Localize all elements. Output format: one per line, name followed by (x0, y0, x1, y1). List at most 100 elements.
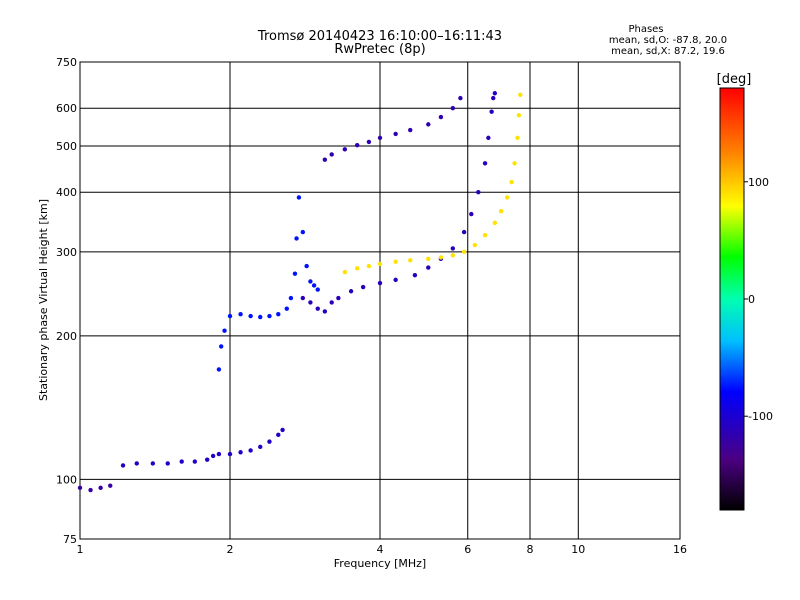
data-point (492, 91, 498, 96)
data-point (498, 208, 504, 214)
data-point (393, 277, 398, 283)
data-point (412, 272, 418, 278)
data-point (336, 295, 341, 301)
data-point (486, 135, 491, 141)
data-point (248, 448, 253, 453)
data-point (482, 233, 488, 238)
data-point (308, 300, 313, 305)
data-point (342, 147, 348, 152)
data-point (393, 259, 398, 264)
data-point (329, 300, 334, 305)
data-point (438, 114, 444, 120)
x-tick-label: 1 (77, 543, 84, 556)
data-point (476, 190, 481, 195)
data-point (192, 459, 198, 464)
data-point (296, 195, 302, 200)
data-point (426, 122, 431, 127)
data-point (515, 135, 520, 141)
data-points (77, 91, 523, 493)
phases-header: Phases (628, 24, 663, 35)
y-tick-label: 200 (56, 330, 77, 343)
data-point (489, 109, 494, 114)
x-tick-label: 8 (527, 543, 534, 556)
data-point (134, 461, 139, 466)
data-point (354, 266, 360, 271)
x-tick-label: 10 (571, 543, 585, 556)
y-tick-label: 600 (56, 102, 77, 115)
data-point (311, 283, 317, 288)
data-point (450, 246, 456, 251)
data-point (238, 311, 243, 317)
data-point (492, 220, 498, 226)
data-point (472, 242, 478, 248)
colorbar-tick-label: 100 (748, 176, 769, 189)
data-point (248, 313, 253, 319)
data-point (288, 295, 294, 301)
data-point (450, 106, 456, 111)
data-point (329, 152, 334, 157)
data-point (426, 256, 431, 262)
colorbar-tick-label: 0 (748, 293, 755, 306)
data-point (322, 157, 328, 162)
data-point (204, 457, 210, 462)
y-tick-label: 400 (56, 186, 77, 199)
data-point (377, 135, 383, 141)
colorbar-tick-label: -100 (748, 410, 773, 423)
data-point (461, 229, 467, 235)
data-point (461, 249, 467, 255)
data-point (267, 313, 272, 319)
data-point (322, 309, 328, 314)
data-point (150, 461, 156, 466)
data-point (108, 483, 113, 488)
data-point (294, 236, 299, 241)
x-tick-label: 2 (227, 543, 234, 556)
data-point (227, 451, 233, 457)
chart-subtitle: RwPretec (8p) (334, 42, 425, 57)
data-point (258, 444, 263, 450)
data-point (292, 271, 298, 276)
colorbar (719, 87, 745, 511)
data-point (276, 311, 281, 317)
y-tick-label: 500 (56, 140, 77, 153)
data-point (222, 328, 227, 333)
x-tick-label: 4 (377, 543, 384, 556)
y-tick-label: 75 (63, 533, 77, 546)
grid-lines (79, 61, 681, 540)
data-point (393, 131, 398, 137)
y-axis-label: Stationary phase Virtual Height [km] (37, 199, 50, 401)
y-tick-label: 750 (56, 56, 77, 69)
data-point (165, 461, 170, 466)
x-axis-label: Frequency [MHz] (334, 557, 426, 570)
data-point (366, 139, 372, 145)
x-tick-labels: 1 2 4 6 8 10 16 (77, 543, 688, 556)
data-point (504, 195, 510, 200)
y-tick-label: 100 (56, 473, 77, 486)
x-tick-label: 6 (464, 543, 471, 556)
data-point (450, 253, 456, 258)
data-point (377, 261, 383, 267)
x-tick-label: 16 (673, 543, 687, 556)
data-point (509, 179, 514, 185)
data-point (308, 279, 313, 284)
data-point (458, 95, 463, 101)
data-point (469, 211, 474, 217)
data-point (258, 314, 263, 320)
data-point (216, 367, 222, 372)
colorbar-ticks: 100 0 -100 (744, 176, 773, 423)
data-point (216, 451, 222, 457)
data-point (98, 485, 103, 491)
data-point (280, 427, 285, 433)
data-point (218, 344, 224, 349)
data-point (300, 295, 306, 301)
data-point (360, 284, 366, 290)
data-point (210, 453, 216, 459)
data-point (77, 485, 83, 491)
data-point (408, 127, 413, 133)
data-point (512, 161, 517, 166)
data-point (518, 92, 523, 98)
data-point (377, 280, 383, 286)
data-point (227, 313, 233, 319)
colorbar-label: [deg] (717, 72, 752, 87)
data-point (366, 263, 372, 269)
